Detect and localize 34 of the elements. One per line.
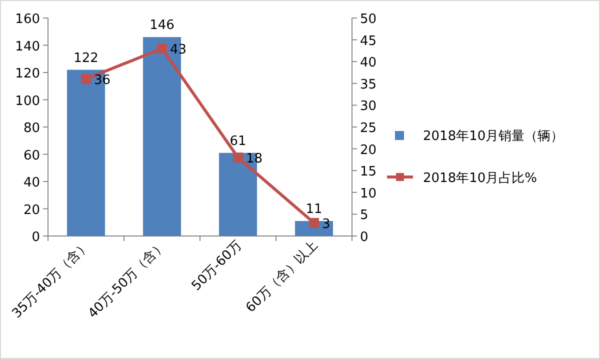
y2-tick-label: 50 xyxy=(360,12,377,27)
legend-label: 2018年10月销量（辆） xyxy=(423,129,564,144)
y2-tick-label: 35 xyxy=(360,77,377,92)
y-tick-label: 40 xyxy=(23,176,40,190)
y2-tick-label: 20 xyxy=(360,142,377,158)
data-label: 11 xyxy=(306,202,322,218)
x-tick-label: 50万-60万 xyxy=(189,238,245,294)
y-tick-label: 160 xyxy=(15,12,40,27)
y-tick-label: 60 xyxy=(23,148,40,164)
y-tick-label: 120 xyxy=(15,66,40,82)
x-tick-label: 40万-50万（含） xyxy=(86,238,169,322)
y-tick-label: 80 xyxy=(23,121,40,136)
data-label: 61 xyxy=(230,134,246,149)
y2-tick-label: 10 xyxy=(360,186,377,202)
point xyxy=(157,44,167,54)
y-tick-label: 140 xyxy=(15,39,40,54)
y2-tick-label: 5 xyxy=(360,208,368,224)
legend-label: 2018年10月占比% xyxy=(423,171,537,186)
y-tick-label: 20 xyxy=(23,202,40,218)
y2-tick-label: 25 xyxy=(360,121,377,136)
y2-tick-label: 15 xyxy=(360,164,377,180)
y2-tick-label: 30 xyxy=(360,99,377,114)
data-label: 146 xyxy=(150,18,174,34)
y2-tick-label: 40 xyxy=(360,56,377,71)
point xyxy=(233,152,243,163)
data-label: 3 xyxy=(322,216,330,232)
y2-tick-label: 45 xyxy=(360,34,377,49)
y-tick-label: 0 xyxy=(32,230,40,245)
y-tick-label: 100 xyxy=(15,94,40,109)
x-tick-label: 60万（含）以上 xyxy=(243,238,321,316)
point xyxy=(81,74,91,84)
data-label: 122 xyxy=(74,50,98,66)
point xyxy=(309,218,319,228)
y2-tick-label: 0 xyxy=(360,230,368,245)
